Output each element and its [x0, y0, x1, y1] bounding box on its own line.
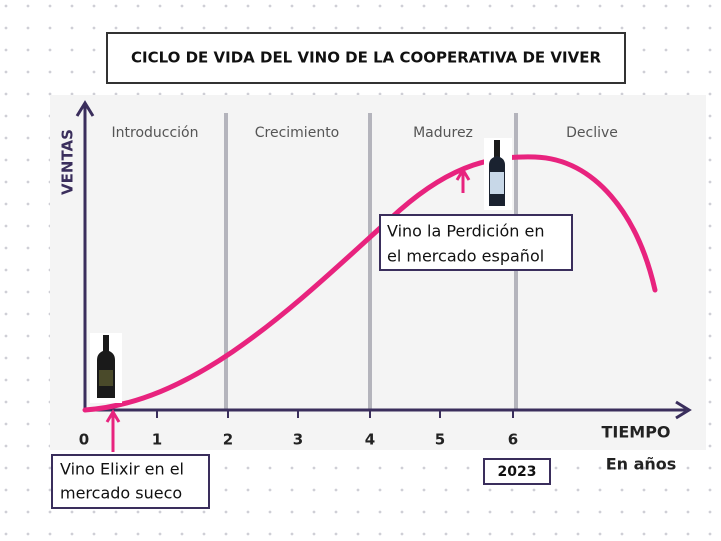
- stage-label: Declive: [566, 125, 618, 141]
- bottle: [484, 138, 512, 210]
- year-box: [483, 458, 551, 485]
- x-tick-label: 0: [79, 431, 89, 449]
- axes: [75, 100, 692, 420]
- year-label: 2023: [498, 464, 537, 480]
- x-tick-label: 3: [293, 431, 303, 449]
- x-tick-label: 2: [223, 431, 233, 449]
- bottle: [90, 333, 122, 403]
- title-box: [106, 32, 626, 84]
- sales-curve: [82, 154, 658, 413]
- stage-label: Crecimiento: [255, 125, 340, 141]
- annotation-arrow: [105, 167, 471, 452]
- stage-label: Madurez: [413, 125, 473, 141]
- annotation-text: Vino la Perdición en: [387, 222, 544, 241]
- annotation-text: el mercado español: [387, 247, 544, 266]
- x-tick-label: 1: [152, 431, 162, 449]
- stage-label: Introducción: [112, 125, 199, 141]
- x-tick-label: 6: [508, 431, 518, 449]
- x-axis-unit: En años: [606, 455, 677, 474]
- annotation-box: [51, 454, 210, 509]
- title: CICLO DE VIDA DEL VINO DE LA COOPERATIVA…: [131, 49, 601, 67]
- annotation-text: mercado sueco: [60, 484, 182, 503]
- x-axis-label: TIEMPO: [601, 423, 670, 442]
- x-ticks: 0 1 2 3 4 5 6: [79, 410, 518, 449]
- annotation-text: Vino Elixir en el: [60, 460, 184, 479]
- x-tick-label: 4: [365, 431, 375, 449]
- x-tick-label: 5: [435, 431, 445, 449]
- y-axis-label: VENTAS: [59, 129, 77, 195]
- annotation-box: [379, 214, 573, 271]
